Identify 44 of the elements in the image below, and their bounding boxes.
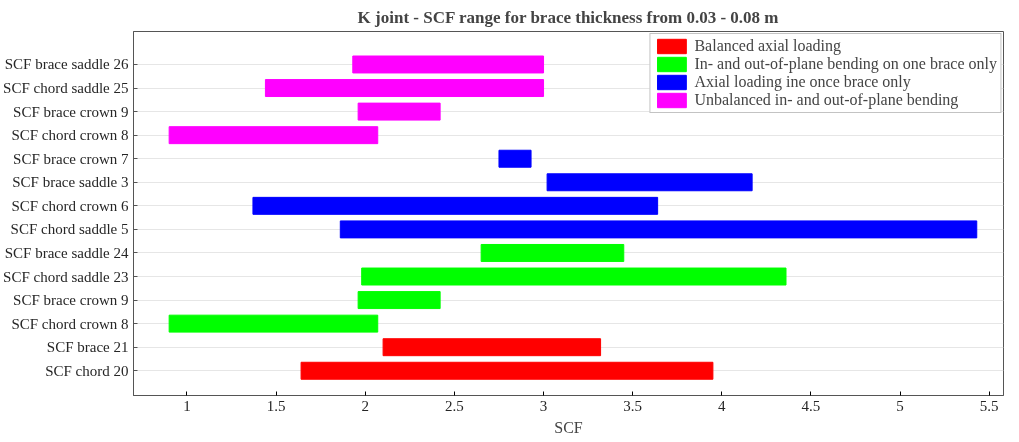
bar	[168, 126, 379, 145]
legend-label: Unbalanced in- and out-of-plane bending	[694, 91, 959, 109]
y-tick-label: SCF chord crown 8	[11, 127, 129, 144]
chart-title: K joint - SCF range for brace thickness from 0.03 - 0.08 m	[357, 7, 779, 27]
x-tick-label: 3	[539, 397, 548, 414]
x-tick-label: 4.5	[801, 397, 821, 414]
bar	[352, 55, 545, 74]
x-tick-label: 5	[896, 397, 904, 414]
x-tick-label: 1.5	[266, 397, 286, 414]
bar	[357, 102, 441, 121]
bar	[480, 243, 625, 262]
y-tick-label: SCF brace saddle 3	[12, 174, 129, 191]
x-tick-label: 2	[361, 397, 370, 414]
x-tick-label: 2.5	[445, 397, 464, 414]
y-tick-label: SCF chord saddle 23	[3, 268, 129, 285]
bar	[300, 361, 714, 380]
bar	[264, 79, 545, 98]
x-axis-title: SCF	[554, 418, 583, 436]
x-tick-label: 4	[718, 397, 727, 414]
bar	[361, 267, 787, 286]
legend-label: Balanced axial loading	[694, 37, 842, 55]
legend-label: Axial loading ine once brace only	[694, 73, 911, 91]
bar	[382, 338, 602, 357]
y-tick-label: SCF brace crown 7	[13, 150, 129, 167]
x-tick-label: 3.5	[623, 397, 643, 414]
bar	[357, 291, 441, 310]
y-tick-label: SCF chord crown 6	[11, 197, 129, 214]
y-tick-label: SCF brace saddle 24	[4, 244, 129, 261]
bar	[339, 220, 978, 239]
bar	[498, 149, 532, 168]
legend-label: In- and out-of-plane bending on one brace only	[694, 55, 997, 73]
x-tick-label: 5.5	[979, 397, 999, 414]
y-tick-label: SCF brace crown 9	[13, 103, 129, 120]
y-tick-label: SCF brace crown 9	[13, 292, 129, 309]
x-tick-label: 1	[183, 397, 191, 414]
y-tick-label: SCF chord saddle 5	[10, 221, 129, 238]
bar	[168, 314, 379, 333]
y-tick-label: SCF chord crown 8	[11, 315, 129, 332]
y-tick-label: SCF chord 20	[45, 362, 129, 379]
bar	[252, 196, 659, 215]
y-tick-label: SCF brace saddle 26	[4, 56, 129, 73]
bar	[546, 173, 753, 192]
y-tick-label: SCF brace 21	[46, 339, 129, 356]
y-tick-label: SCF chord saddle 25	[3, 80, 129, 97]
